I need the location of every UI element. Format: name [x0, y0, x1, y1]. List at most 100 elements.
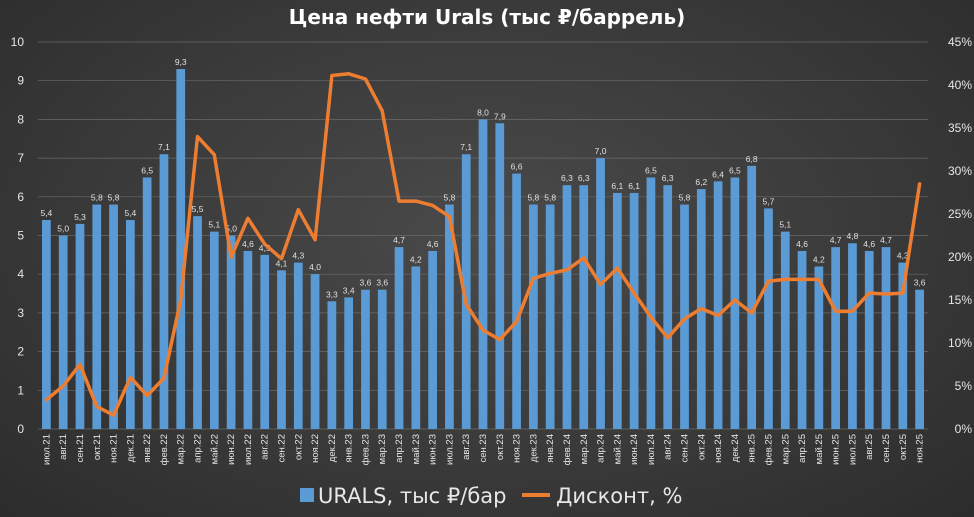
bar — [243, 250, 253, 429]
bar — [646, 177, 656, 429]
x-tick-label: дек.24 — [730, 434, 741, 462]
bar — [58, 235, 68, 429]
x-tick-label: ноя.24 — [713, 434, 724, 463]
y-tick-label: 2 — [17, 345, 24, 359]
x-tick-label: ноя.25 — [915, 434, 926, 463]
x-tick-label: апр.23 — [394, 434, 405, 463]
data-label: 3,3 — [326, 289, 338, 299]
x-tick-label: окт.21 — [92, 434, 103, 460]
x-tick-label: мар.23 — [377, 434, 388, 464]
bar — [612, 192, 622, 429]
data-label: 6,3 — [561, 173, 573, 183]
x-tick-label: авг.21 — [58, 434, 69, 460]
y-axis-right: 0% 5% 10% 15% 20% 25% 30% 35% 40% 45% — [948, 35, 972, 436]
data-label: 4,7 — [880, 235, 892, 245]
bar — [797, 250, 807, 429]
x-tick-label: янв.23 — [344, 434, 355, 463]
x-tick-label: окт.22 — [293, 434, 304, 460]
y-tick-label: 10 — [11, 35, 25, 49]
data-label: 9,3 — [175, 57, 187, 67]
data-label: 5,8 — [544, 193, 556, 203]
bar — [193, 216, 202, 429]
x-tick-label: фев.25 — [763, 434, 774, 465]
x-tick-label: июн.24 — [629, 434, 640, 465]
data-label: 4,6 — [863, 239, 875, 249]
x-tick-label: янв.25 — [747, 434, 758, 463]
bar — [898, 262, 908, 429]
data-label: 5,8 — [91, 193, 103, 203]
data-label: 4,7 — [830, 235, 842, 245]
x-tick-label: июн.23 — [428, 434, 439, 465]
legend-swatch-urals — [300, 488, 314, 502]
legend-label-discount: Дисконт, % — [556, 484, 682, 508]
bar — [579, 185, 589, 429]
y2-tick-label: 35% — [948, 121, 972, 135]
bar — [42, 220, 51, 429]
data-label: 7,1 — [158, 142, 170, 152]
x-tick-label: ноя.23 — [512, 434, 523, 463]
bar — [915, 289, 924, 429]
bar — [663, 185, 673, 429]
bar — [226, 235, 236, 429]
bar — [478, 119, 488, 430]
data-label: 5,8 — [527, 193, 539, 203]
data-label: 5,4 — [124, 208, 136, 218]
legend-label-urals: URALS, тыс ₽/бар — [318, 484, 506, 508]
bar — [109, 204, 118, 429]
data-label: 5,1 — [779, 220, 791, 230]
data-label: 8,0 — [477, 107, 489, 117]
data-label: 4,8 — [847, 231, 859, 241]
data-label: 6,5 — [141, 165, 153, 175]
bar — [428, 250, 437, 429]
bar — [545, 204, 555, 429]
x-tick-label: мар.24 — [579, 434, 590, 464]
data-label: 6,4 — [712, 169, 724, 179]
data-label: 4,6 — [427, 239, 439, 249]
bar — [713, 181, 723, 429]
data-label: 7,9 — [494, 111, 506, 121]
data-label: 7,0 — [595, 146, 607, 156]
data-label: 6,1 — [628, 181, 640, 191]
data-label: 5,7 — [763, 196, 775, 206]
bar — [394, 247, 404, 429]
bar — [680, 204, 689, 429]
y2-tick-label: 0% — [955, 422, 973, 436]
y2-tick-label: 45% — [948, 35, 972, 49]
x-tick-label: май.24 — [612, 434, 623, 464]
bar — [445, 204, 454, 429]
data-label: 6,3 — [662, 173, 674, 183]
bar — [747, 165, 757, 429]
x-tick-label: сен.21 — [75, 434, 86, 463]
x-tick-label: авг.25 — [864, 434, 875, 460]
x-tick-label: июн.25 — [831, 434, 842, 465]
data-label: 5,0 — [57, 224, 69, 234]
line-series — [44, 72, 922, 417]
y-tick-label: 3 — [17, 306, 24, 320]
bar — [142, 177, 152, 429]
bar — [730, 177, 740, 429]
y-axis-left: 0 1 2 3 4 5 6 7 8 9 10 — [11, 35, 25, 436]
bar — [377, 289, 387, 429]
bar — [461, 154, 471, 430]
x-tick-label: сен.25 — [881, 434, 892, 463]
x-tick-label: фев.23 — [360, 434, 371, 465]
x-tick-label: окт.25 — [898, 434, 909, 460]
data-label: 6,5 — [729, 165, 741, 175]
x-tick-label: сен.24 — [680, 434, 691, 463]
y2-tick-label: 10% — [948, 336, 972, 350]
x-tick-label: июл.25 — [847, 434, 858, 465]
x-tick-label: фев.22 — [159, 434, 170, 465]
y2-tick-label: 15% — [948, 293, 972, 307]
data-label: 7,1 — [460, 142, 472, 152]
bar — [361, 289, 370, 429]
data-labels: 5,4 5,0 5,3 5,8 5,8 5,4 6,5 7,1 9,3 5,5 5,1 5,0 4,6 4… — [40, 57, 925, 299]
x-tick-label: июл.24 — [646, 434, 657, 465]
bar — [260, 254, 270, 429]
data-label: 3,6 — [360, 278, 372, 288]
x-tick-label: авг.24 — [663, 434, 674, 460]
bar — [159, 154, 169, 430]
bar — [848, 243, 857, 429]
x-tick-label: май.23 — [411, 434, 422, 464]
data-label: 3,4 — [343, 285, 355, 295]
x-tick-label: июн.22 — [226, 434, 237, 465]
